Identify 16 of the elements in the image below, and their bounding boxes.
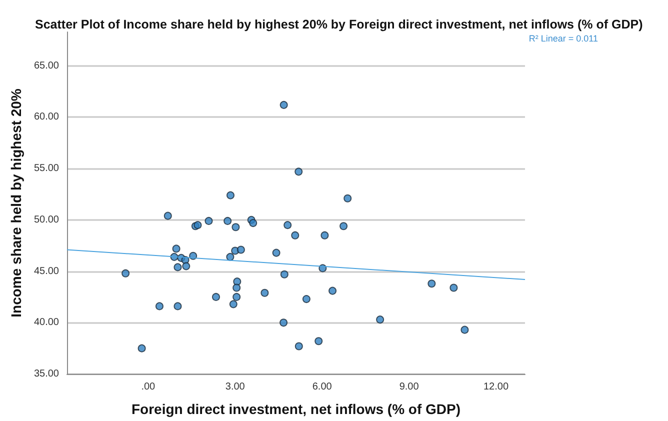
- chart-title: Scatter Plot of Income share held by highest 20% by Foreign direct investment, net inflows (% of GDP): [35, 18, 643, 32]
- y-tick-label: 40.00: [34, 317, 60, 328]
- x-tick-label: 9.00: [399, 382, 420, 392]
- x-tick-label: 12.00: [483, 382, 509, 392]
- x-axis-title: Foreign direct investment, net inflows (% of GDP): [131, 401, 461, 417]
- y-tick-label: 55.00: [34, 163, 60, 174]
- y-tick-label: 50.00: [34, 214, 60, 226]
- y-tick-label: 60.00: [34, 112, 60, 123]
- y-tick-label: 45.00: [34, 266, 60, 277]
- x-tick-label: 6.00: [312, 382, 332, 392]
- text: R² Linear = 0.011: [528, 34, 598, 44]
- y-tick-label: 35.00: [34, 368, 60, 380]
- x-tick-label: .00: [141, 382, 156, 392]
- x-tick-label: 3.00: [225, 382, 246, 392]
- y-tick-label: 65.00: [34, 60, 60, 72]
- y-axis-title: Income share held by highest 20%: [8, 88, 24, 318]
